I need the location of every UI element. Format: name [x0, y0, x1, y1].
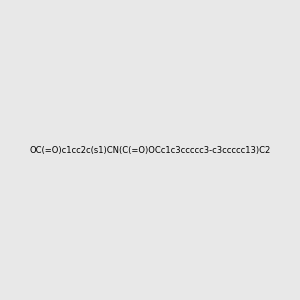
Text: OC(=O)c1cc2c(s1)CN(C(=O)OCc1c3ccccc3-c3ccccc13)C2: OC(=O)c1cc2c(s1)CN(C(=O)OCc1c3ccccc3-c3c… — [29, 146, 271, 154]
